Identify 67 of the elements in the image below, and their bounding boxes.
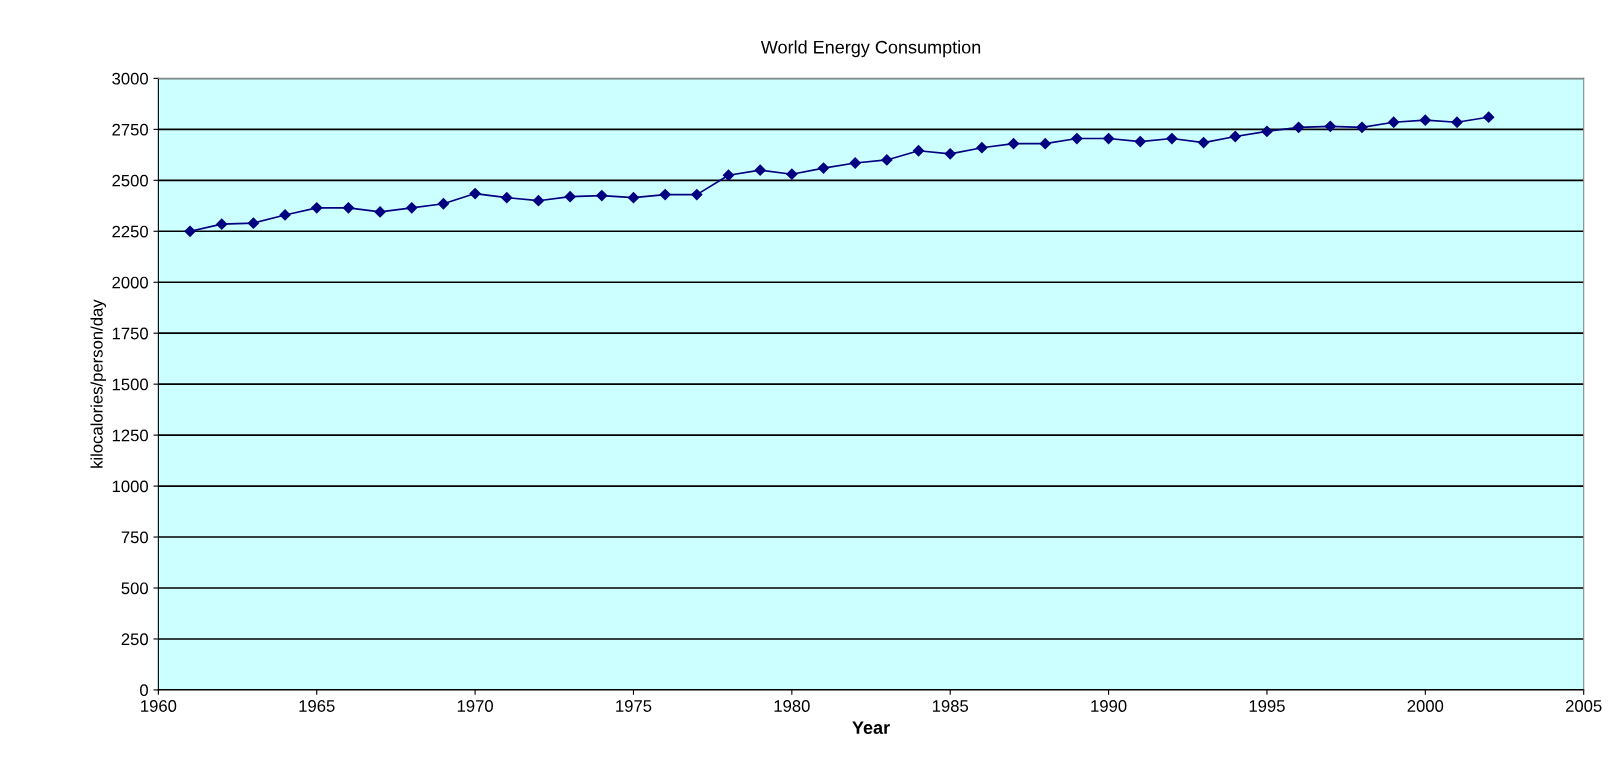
- point: [1483, 111, 1495, 123]
- point: [722, 169, 735, 181]
- point: [184, 225, 196, 237]
- y-tick-label: 750: [121, 531, 148, 544]
- point: [1071, 132, 1083, 145]
- y-tick-label: 500: [121, 582, 148, 595]
- point: [1166, 132, 1178, 145]
- point: [659, 188, 671, 201]
- y-tick-label: 1000: [112, 480, 148, 493]
- point: [1419, 114, 1431, 126]
- point: [437, 198, 450, 210]
- x-tick-label: 1985: [932, 700, 969, 712]
- point: [311, 202, 323, 214]
- point: [1388, 116, 1400, 128]
- point: [501, 192, 513, 204]
- point: [976, 142, 988, 154]
- y-tick-label: 0: [140, 684, 148, 697]
- y-tick-label: 2500: [112, 174, 148, 187]
- point: [406, 202, 418, 214]
- y-axis-title: kilocalories/person/day: [90, 299, 107, 468]
- y-tick-label: 1750: [112, 327, 148, 340]
- point: [1197, 137, 1210, 149]
- point: [216, 218, 228, 230]
- point: [1134, 135, 1146, 148]
- point: [1007, 138, 1020, 150]
- x-tick-label: 1980: [774, 700, 810, 712]
- point: [1324, 120, 1336, 132]
- point: [247, 217, 259, 229]
- y-tick-label: 1500: [112, 378, 148, 391]
- point: [627, 192, 640, 204]
- point: [1229, 130, 1241, 143]
- y-tick-label: 250: [121, 633, 148, 646]
- point: [564, 191, 576, 203]
- point: [1356, 121, 1368, 133]
- chart-title: World Energy Consumption: [760, 40, 981, 58]
- y-tick-label: 2000: [112, 276, 148, 289]
- point: [754, 164, 766, 176]
- point: [944, 148, 956, 160]
- point: [596, 190, 608, 202]
- x-tick-label: 1965: [299, 700, 335, 712]
- x-axis-title: Year: [852, 721, 890, 734]
- point: [691, 188, 703, 201]
- point: [374, 206, 386, 218]
- point: [532, 195, 545, 207]
- point: [1261, 125, 1273, 138]
- point: [342, 202, 355, 214]
- point: [849, 157, 861, 169]
- y-tick-label: 2250: [112, 225, 148, 238]
- y-tick-label: 2750: [112, 123, 148, 136]
- point: [817, 162, 830, 174]
- x-tick-label: 1960: [141, 700, 177, 712]
- x-tick-label: 1970: [457, 700, 493, 712]
- point: [469, 187, 481, 200]
- x-tick-label: 2005: [1565, 700, 1602, 712]
- x-tick-label: 2000: [1407, 700, 1444, 712]
- point: [786, 168, 798, 180]
- y-tick-label: 3000: [112, 72, 148, 85]
- point: [1102, 132, 1115, 145]
- x-tick-label: 1990: [1091, 700, 1127, 712]
- point: [1293, 121, 1305, 133]
- point: [881, 154, 893, 166]
- point: [1039, 138, 1051, 150]
- x-tick-label: 1975: [616, 700, 652, 712]
- point: [1451, 116, 1463, 128]
- y-tick-label: 1250: [112, 429, 148, 442]
- x-tick-label: 1995: [1249, 700, 1285, 712]
- point: [912, 145, 925, 157]
